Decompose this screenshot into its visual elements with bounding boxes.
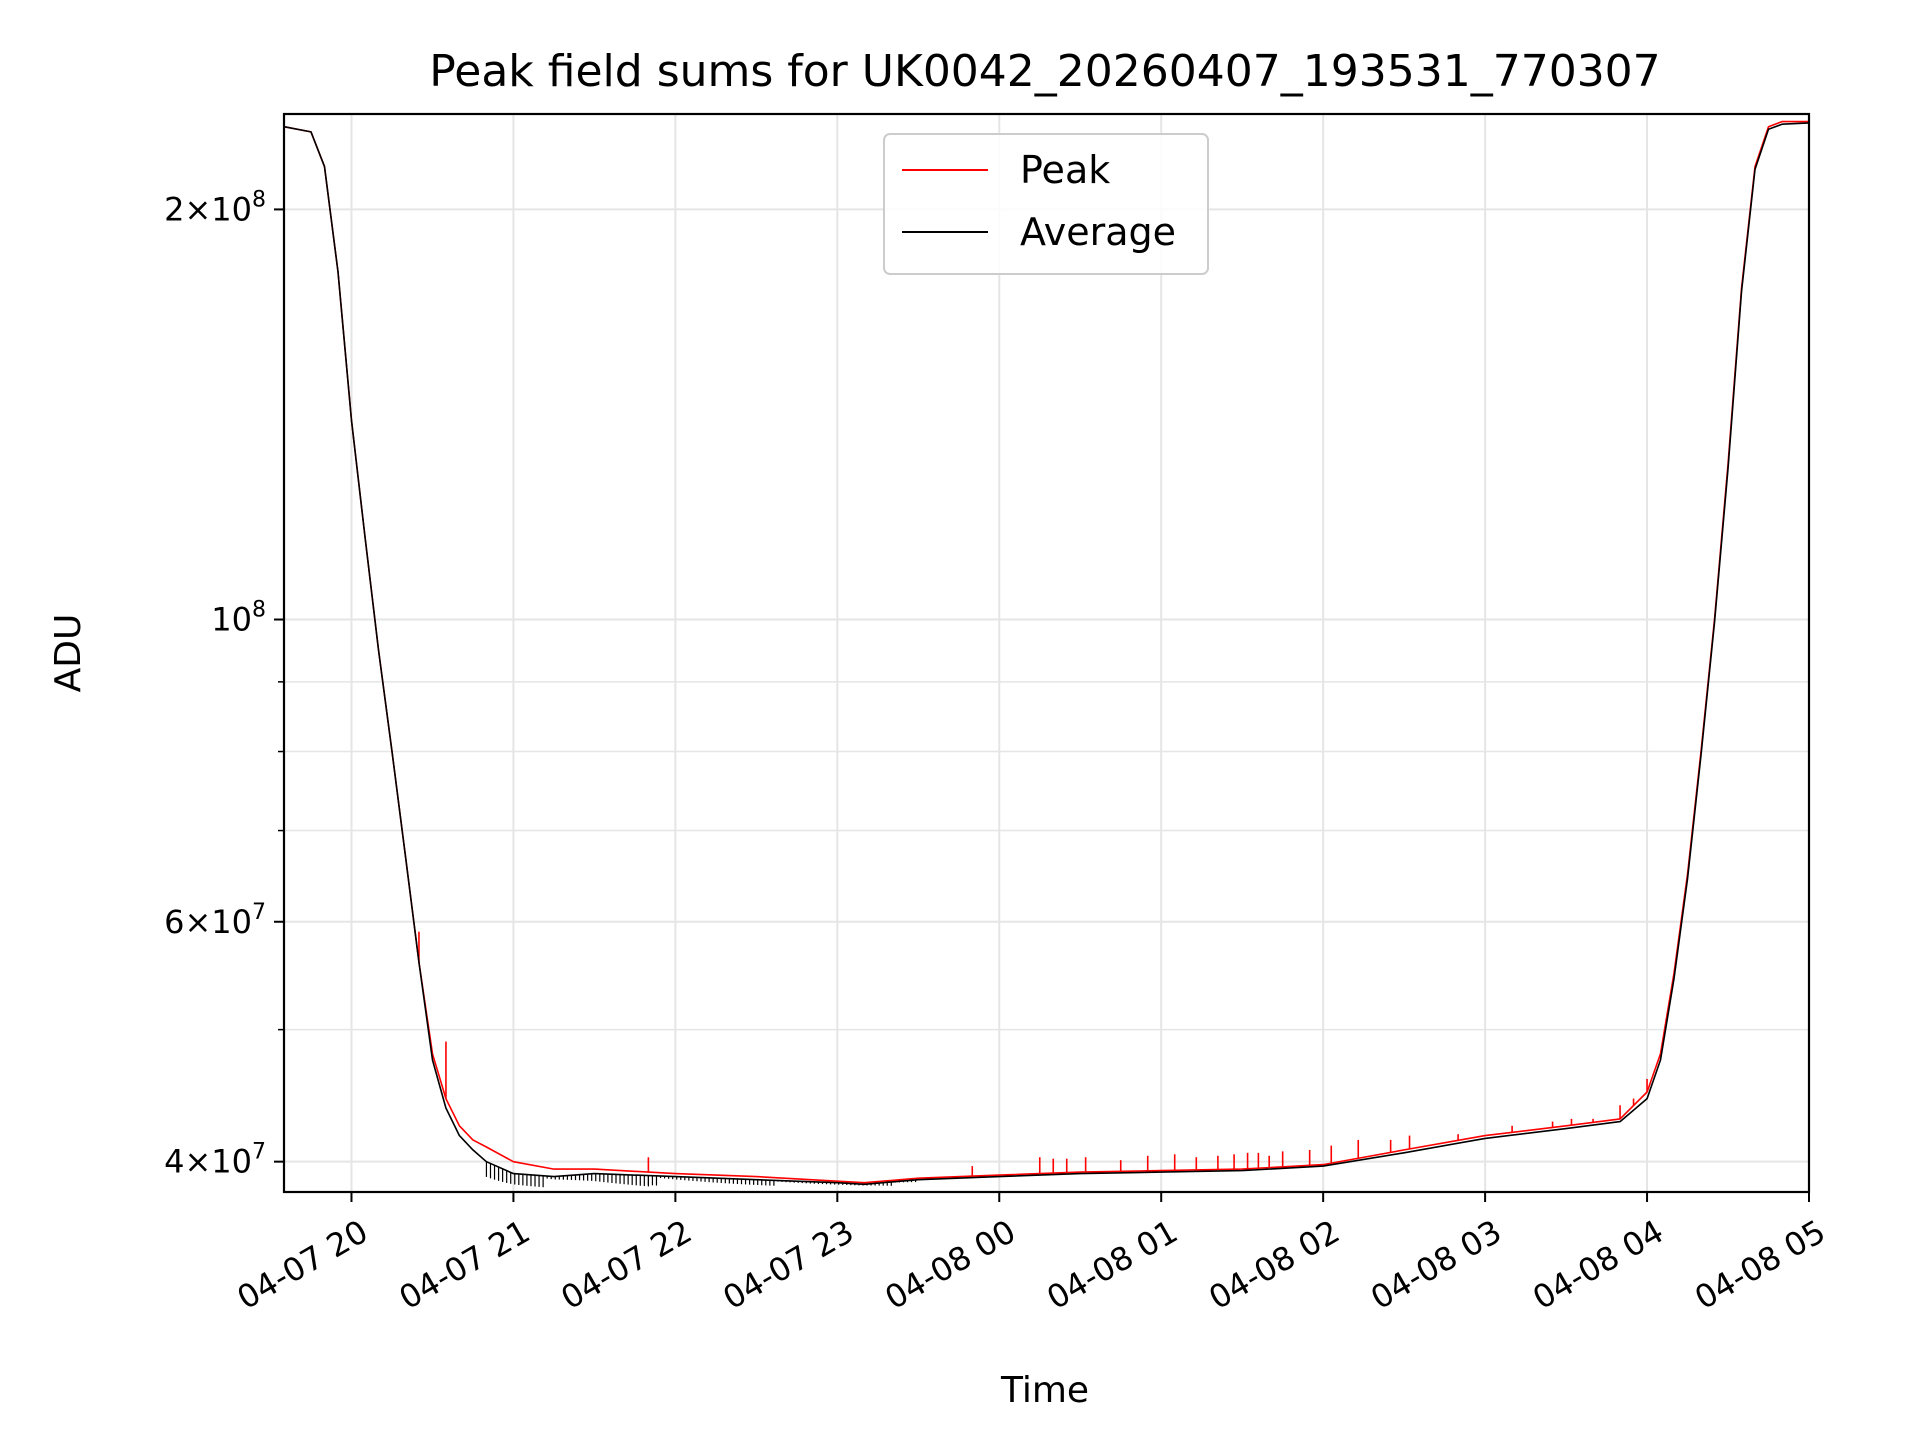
legend: Peak Average: [883, 133, 1209, 275]
legend-average-label: Average: [1020, 210, 1176, 254]
y-tick-label: 108: [211, 598, 266, 639]
series-layer: [283, 120, 1810, 1188]
x-axis-label: Time: [1000, 1370, 1089, 1411]
y-tick-label: 2×108: [164, 187, 266, 228]
y-tick-label: 6×107: [164, 900, 266, 941]
plot-frame: [282, 112, 1811, 1194]
legend-peak-label: Peak: [1020, 148, 1110, 192]
chart-title: Peak field sums for UK0042_20260407_1935…: [429, 46, 1660, 97]
y-tick-label: 4×107: [164, 1140, 266, 1181]
series-average: [283, 122, 1810, 1188]
y-axis: 4×107 6×107 108 2×108: [164, 187, 284, 1181]
y-axis-label: ADU: [48, 614, 89, 693]
